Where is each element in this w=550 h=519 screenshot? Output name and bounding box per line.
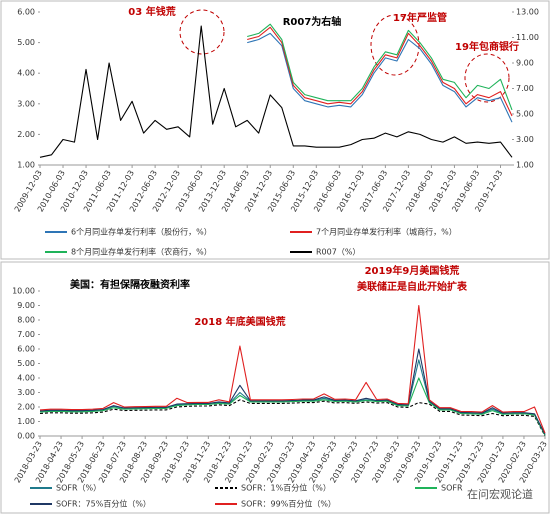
panel-bottom: [0, 261, 550, 514]
legend-label: SOFR：1%百分位（%）: [241, 483, 331, 493]
legend-label: SOFR：75%百分位（%）: [56, 499, 151, 509]
legend-label: SOFR：99%百分位（%）: [241, 499, 336, 509]
series-line: [39, 304, 546, 434]
series-line: [247, 32, 513, 123]
y2-tick-label: 3.00: [516, 135, 534, 144]
y-tick-label: 4.00: [17, 374, 35, 383]
y2-tick-label: 11.00: [516, 33, 539, 42]
y-tick-label: 3.00: [17, 99, 35, 108]
y-tick-label: 2.00: [17, 403, 35, 412]
y-tick-label: 0.00: [17, 432, 35, 441]
annotation: 2018 年底美国钱荒: [194, 315, 285, 328]
legend-label: 6个月同业存单发行利率（股份行，%）: [71, 227, 212, 237]
annotation: 17年严监管: [393, 11, 447, 24]
y-tick-label: 3.00: [17, 388, 35, 397]
series-line: [39, 25, 513, 158]
y-tick-label: 10.00: [12, 287, 35, 296]
legend-label: SOFR（%）: [56, 484, 101, 493]
series-line: [39, 399, 546, 437]
legend-label: R007（%）: [316, 248, 360, 257]
y-tick-label: 6.00: [17, 8, 35, 17]
y-tick-label: 1.00: [17, 161, 35, 170]
y-tick-label: 9.00: [17, 301, 35, 310]
legend-label: 8个月同业存单发行利率（农商行，%）: [71, 247, 212, 257]
y-tick-label: 7.00: [17, 330, 35, 339]
series-line: [39, 348, 546, 435]
series-line: [39, 377, 546, 436]
chart-title: 美国：有担保隔夜融资利率: [70, 278, 190, 291]
watermark: 在问宏观论道: [467, 487, 533, 501]
y-tick-label: 6.00: [17, 345, 35, 354]
y-tick-label: 5.00: [17, 38, 35, 47]
highlight-ellipse: [464, 53, 510, 103]
series-line: [247, 23, 513, 111]
legend-label: SOFR: [441, 484, 463, 493]
annotation: 03 年钱荒: [128, 5, 175, 18]
y-tick-label: 4.00: [17, 69, 35, 78]
y-tick-label: 8.00: [17, 316, 35, 325]
highlight-ellipse: [179, 9, 225, 55]
y2-tick-label: 1.00: [516, 161, 534, 170]
annotation: R007为右轴: [283, 15, 342, 28]
legend-label: 7个月同业存单发行利率（城商行，%）: [316, 227, 457, 237]
annotation: 19年包商银行: [455, 40, 519, 53]
y2-tick-label: 5.00: [516, 110, 534, 119]
annotation: 2019年9月美国钱荒: [365, 264, 460, 277]
panel-top: [0, 0, 550, 260]
y-tick-label: 2.00: [17, 130, 35, 139]
y-tick-label: 5.00: [17, 359, 35, 368]
annotation: 美联储正是自此开始扩表: [357, 280, 468, 293]
series-line: [247, 26, 513, 117]
y2-tick-label: 9.00: [516, 59, 534, 68]
y2-tick-label: 7.00: [516, 84, 534, 93]
y2-tick-label: 13.00: [516, 8, 539, 17]
y-tick-label: 1.00: [17, 417, 35, 426]
